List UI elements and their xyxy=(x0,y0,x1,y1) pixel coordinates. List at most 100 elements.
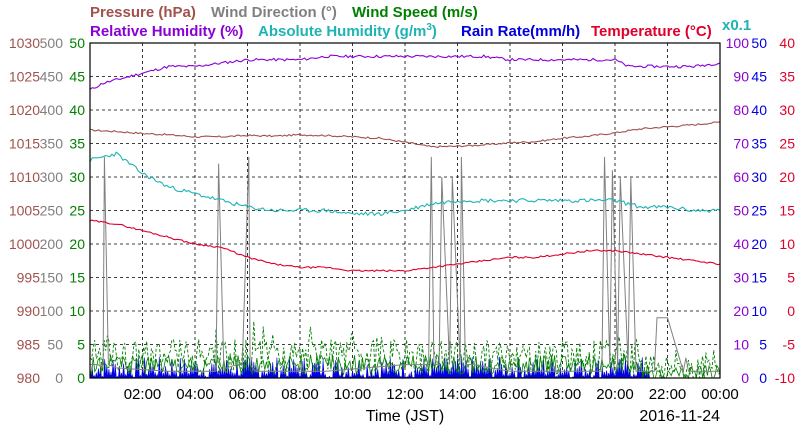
tick-label-relative-humidity: 80 xyxy=(733,102,749,118)
tick-label-wind-speed: 30 xyxy=(69,169,85,185)
tick-label-pressure: 1010 xyxy=(9,169,40,185)
tick-label-temperature: 10 xyxy=(779,236,795,252)
tick-label-pressure: 1030 xyxy=(9,35,40,51)
series-wind-speed xyxy=(89,321,721,380)
tick-label-pressure: 1005 xyxy=(9,203,40,219)
tick-label-rain-rate: 5 xyxy=(759,337,767,353)
plot-border xyxy=(89,42,721,379)
axes: 1030102510201015101010051000995990985980… xyxy=(9,35,795,403)
legend-wind-speed: Wind Speed (m/s) xyxy=(352,4,478,21)
tick-label-wind-direction: 250 xyxy=(40,203,64,219)
tick-label-wind-speed: 45 xyxy=(69,69,85,85)
series-relative-humidity xyxy=(89,54,721,90)
tick-label-temperature: 35 xyxy=(779,69,795,85)
tick-label-temperature: 40 xyxy=(779,35,795,51)
tick-label-wind-direction: 350 xyxy=(40,136,64,152)
series-absolute-humidity xyxy=(89,151,721,217)
tick-label-temperature: 20 xyxy=(779,169,795,185)
series-wind-speed-avg xyxy=(89,354,721,380)
tick-label-temperature: 0 xyxy=(787,303,795,319)
tick-label-wind-speed: 25 xyxy=(69,203,85,219)
series-pressure xyxy=(89,121,721,149)
tick-label-rain-rate: 15 xyxy=(751,270,767,286)
x-tick-label: 04:00 xyxy=(176,386,214,403)
x-tick-label: 10:00 xyxy=(334,386,372,403)
tick-label-temperature: -5 xyxy=(783,337,796,353)
tick-label-rain-rate: 10 xyxy=(751,303,767,319)
tick-label-wind-speed: 50 xyxy=(69,35,85,51)
tick-label-wind-direction: 150 xyxy=(40,270,64,286)
x-tick-label: 02:00 xyxy=(124,386,162,403)
tick-label-wind-direction: 0 xyxy=(55,370,63,386)
x-tick-label: 14:00 xyxy=(439,386,477,403)
legend-absolute-humidity-sup: 3 xyxy=(426,22,432,33)
legend-absolute-humidity: Absolute Humidity (g/m3) xyxy=(258,22,437,40)
tick-label-pressure: 1000 xyxy=(9,236,40,252)
tick-label-rain-rate: 30 xyxy=(751,169,767,185)
tick-label-relative-humidity: 40 xyxy=(733,236,749,252)
tick-label-pressure: 1015 xyxy=(9,136,40,152)
x-tick-label: 00:00 xyxy=(701,386,739,403)
legend-wind-direction: Wind Direction (°) xyxy=(211,4,337,21)
legend-pressure: Pressure (hPa) xyxy=(90,4,196,21)
tick-label-wind-speed: 35 xyxy=(69,136,85,152)
date-label: 2016-11-24 xyxy=(639,408,720,425)
tick-label-wind-direction: 100 xyxy=(40,303,64,319)
series-temperature xyxy=(89,219,721,273)
tick-label-temperature: 15 xyxy=(779,203,795,219)
legend-temperature: Temperature (°C) xyxy=(591,23,712,40)
x-tick-label: 18:00 xyxy=(544,386,582,403)
legend-relative-humidity: Relative Humidity (%) xyxy=(90,23,243,40)
tick-label-rain-rate: 50 xyxy=(751,35,767,51)
tick-label-temperature: -10 xyxy=(775,370,795,386)
tick-label-wind-speed: 40 xyxy=(69,102,85,118)
tick-label-pressure: 990 xyxy=(17,303,41,319)
tick-label-rain-rate: 20 xyxy=(751,236,767,252)
scale-note: x0.1 xyxy=(722,17,751,34)
tick-label-rain-rate: 0 xyxy=(759,370,767,386)
tick-label-pressure: 1020 xyxy=(9,102,40,118)
tick-label-relative-humidity: 50 xyxy=(733,203,749,219)
tick-label-relative-humidity: 10 xyxy=(733,337,749,353)
x-tick-label: 20:00 xyxy=(596,386,634,403)
tick-label-wind-direction: 300 xyxy=(40,169,64,185)
tick-label-wind-direction: 50 xyxy=(47,337,63,353)
tick-label-rain-rate: 25 xyxy=(751,203,767,219)
plot-frame xyxy=(89,42,721,379)
x-tick-label: 08:00 xyxy=(281,386,319,403)
tick-label-relative-humidity: 30 xyxy=(733,270,749,286)
tick-label-wind-speed: 0 xyxy=(77,370,85,386)
tick-label-pressure: 995 xyxy=(17,270,41,286)
tick-label-pressure: 980 xyxy=(17,370,41,386)
tick-label-relative-humidity: 100 xyxy=(726,35,750,51)
tick-label-wind-speed: 20 xyxy=(69,236,85,252)
tick-label-rain-rate: 35 xyxy=(751,136,767,152)
tick-label-wind-direction: 450 xyxy=(40,69,64,85)
tick-label-wind-direction: 400 xyxy=(40,102,64,118)
tick-label-temperature: 25 xyxy=(779,136,795,152)
x-axis-label: Time (JST) xyxy=(366,408,445,425)
tick-label-wind-speed: 10 xyxy=(69,303,85,319)
tick-label-pressure: 985 xyxy=(17,337,41,353)
x-tick-label: 22:00 xyxy=(649,386,687,403)
series-wind-direction xyxy=(90,156,720,373)
tick-label-temperature: 5 xyxy=(787,270,795,286)
x-tick-label: 06:00 xyxy=(229,386,267,403)
tick-label-wind-direction: 500 xyxy=(40,35,64,51)
tick-label-rain-rate: 45 xyxy=(751,69,767,85)
tick-label-rain-rate: 40 xyxy=(751,102,767,118)
tick-label-relative-humidity: 0 xyxy=(741,370,749,386)
tick-label-relative-humidity: 20 xyxy=(733,303,749,319)
tick-label-relative-humidity: 90 xyxy=(733,69,749,85)
tick-label-relative-humidity: 70 xyxy=(733,136,749,152)
legend-absolute-humidity-main: Absolute Humidity (g/m xyxy=(258,23,426,40)
legend-absolute-humidity-close: ) xyxy=(432,23,437,40)
tick-label-pressure: 1025 xyxy=(9,69,40,85)
tick-label-relative-humidity: 60 xyxy=(733,169,749,185)
legend-rain-rate: Rain Rate(mm/h) xyxy=(461,23,580,40)
x-tick-label: 16:00 xyxy=(491,386,529,403)
series-group xyxy=(89,54,721,380)
tick-label-wind-speed: 15 xyxy=(69,270,85,286)
tick-label-wind-direction: 200 xyxy=(40,236,64,252)
